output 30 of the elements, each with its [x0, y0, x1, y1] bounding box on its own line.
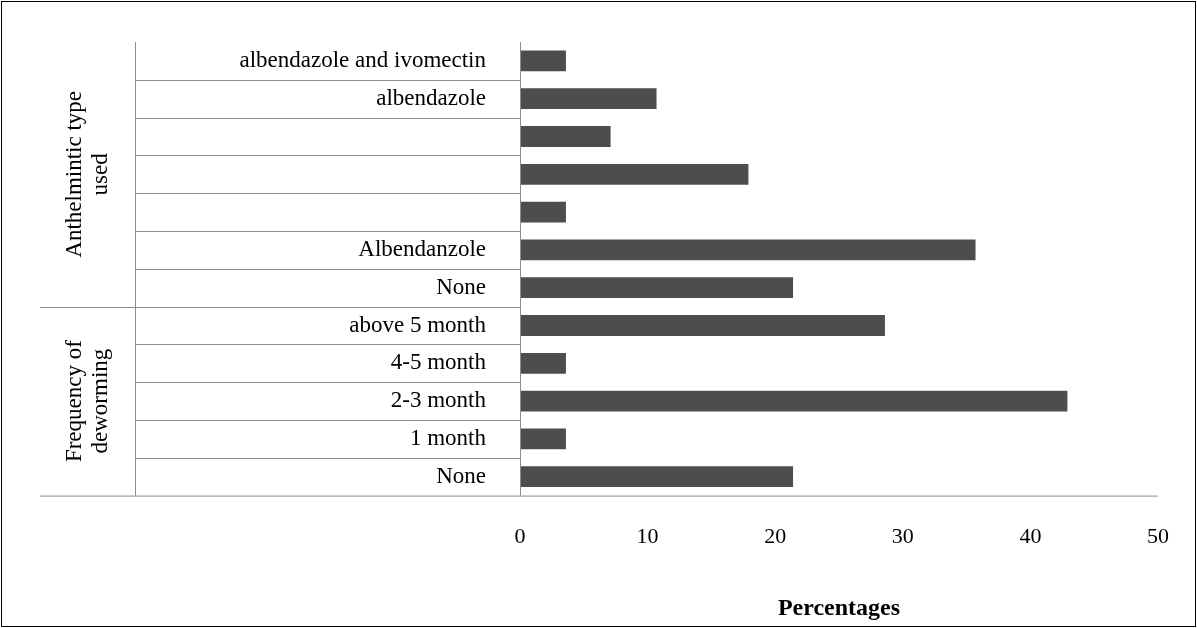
x-axis-title: Percentages	[777, 594, 901, 620]
y-tick-label: None	[436, 462, 486, 488]
y-tick-label: albendazole	[376, 84, 486, 110]
x-tick-label: 20	[764, 522, 787, 548]
bar	[520, 50, 566, 72]
y-tick-label: albendazole and ivomectin	[239, 46, 487, 72]
x-tick-label: 40	[1019, 522, 1042, 548]
bar	[520, 163, 749, 185]
x-tick-label: 30	[891, 522, 914, 548]
bar	[520, 201, 566, 223]
bar	[520, 466, 794, 488]
bar	[520, 315, 885, 336]
x-tick-label: 10	[636, 522, 659, 548]
y-tick-label: Albendanzole	[358, 235, 486, 261]
bar	[520, 88, 657, 110]
bar	[520, 352, 566, 374]
bar	[520, 428, 566, 450]
bar	[520, 277, 794, 299]
x-tick-label: 0	[514, 522, 526, 548]
text: Anthelmintic type used	[60, 90, 112, 258]
y-tick-label: 4-5 month	[390, 349, 487, 375]
bar	[520, 239, 976, 261]
text: Frequency of deworming	[60, 339, 112, 463]
y-tick-label: 2-3 month	[390, 387, 487, 413]
y-tick-label: above 5 month	[349, 311, 487, 337]
y-tick-label: None	[436, 273, 486, 299]
bar	[520, 126, 611, 147]
x-tick-label: 50	[1147, 522, 1169, 548]
y-tick-label: 1 month	[409, 424, 487, 450]
bar	[520, 390, 1068, 412]
